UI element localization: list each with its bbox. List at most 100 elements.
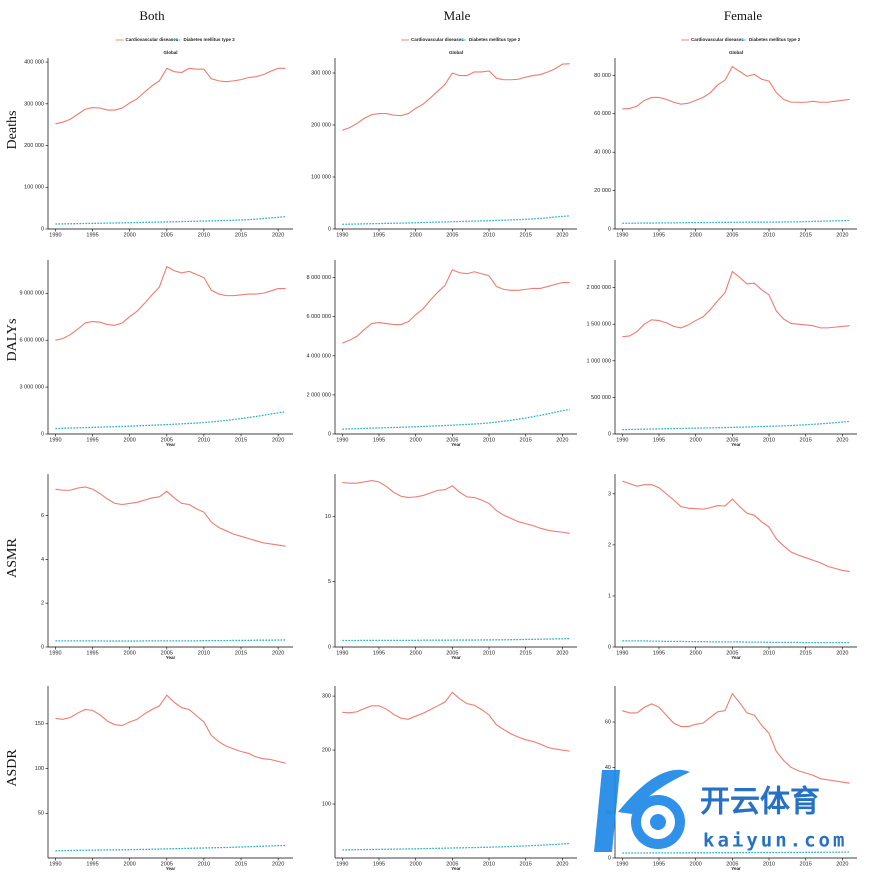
y-tick-label: 200 000 <box>24 143 44 149</box>
x-tick-label: 2010 <box>483 650 495 656</box>
x-tick-label: 1990 <box>49 232 61 238</box>
y-tick-label: 80 000 <box>594 73 611 79</box>
x-axis-label: Year <box>731 442 741 447</box>
y-tick-label: 0 <box>608 855 611 861</box>
y-tick-label: 2 000 000 <box>587 285 611 291</box>
x-tick-label: 1995 <box>86 861 98 867</box>
y-tick-label: 2 <box>41 601 44 607</box>
y-tick-label: 60 000 <box>594 111 611 117</box>
x-tick-label: 1990 <box>616 861 628 867</box>
legend-label: Diabetes mellitus type 2 <box>469 37 521 42</box>
x-tick-label: 1995 <box>86 232 98 238</box>
series-line <box>55 265 286 341</box>
y-tick-label: 200 000 <box>311 122 331 128</box>
x-tick-label: 1990 <box>49 650 61 656</box>
x-tick-label: 2005 <box>161 437 173 443</box>
x-tick-label: 2005 <box>726 650 738 656</box>
y-tick-label: 6 000 000 <box>20 338 44 344</box>
x-tick-label: 2000 <box>690 437 702 443</box>
x-tick-label: 1995 <box>86 437 98 443</box>
legend-label: Cardiovascular diseases <box>126 37 179 42</box>
x-tick-label: 2010 <box>763 437 775 443</box>
x-tick-label: 1995 <box>653 861 665 867</box>
x-tick-label: 1995 <box>653 650 665 656</box>
y-tick-label: 0 <box>608 644 611 650</box>
x-tick-label: 2010 <box>198 437 210 443</box>
x-tick-label: 2010 <box>483 861 495 867</box>
subtitle: Global <box>729 50 743 55</box>
x-tick-label: 2015 <box>520 861 532 867</box>
series-line <box>622 692 850 784</box>
series-line <box>55 67 286 125</box>
y-tick-label: 1 <box>608 593 611 599</box>
x-tick-label: 2005 <box>446 232 458 238</box>
x-tick-label: 2010 <box>198 232 210 238</box>
series-line <box>622 65 850 110</box>
x-tick-label: 2000 <box>690 861 702 867</box>
series-line <box>622 270 850 338</box>
subtitle: Global <box>449 50 463 55</box>
x-tick-label: 2010 <box>198 650 210 656</box>
y-tick-label: 100 000 <box>24 185 44 191</box>
y-tick-label: 300 000 <box>311 70 331 76</box>
x-tick-label: 2015 <box>520 437 532 443</box>
x-tick-label: 2020 <box>272 861 284 867</box>
x-tick-label: 2020 <box>556 437 568 443</box>
x-tick-label: 2020 <box>556 232 568 238</box>
y-tick-label: 10 <box>325 514 331 520</box>
series-line <box>55 844 286 852</box>
y-tick-label: 0 <box>41 431 44 437</box>
x-axis-label: Year <box>166 442 176 447</box>
y-tick-label: 100 <box>35 766 44 772</box>
x-tick-label: 2000 <box>124 861 136 867</box>
y-tick-label: 60 <box>605 719 611 725</box>
y-tick-label: 40 000 <box>594 150 611 156</box>
x-tick-label: 2020 <box>272 232 284 238</box>
y-tick-label: 400 000 <box>24 60 44 66</box>
x-tick-label: 2005 <box>161 650 173 656</box>
x-tick-label: 2015 <box>520 650 532 656</box>
x-tick-label: 2005 <box>446 650 458 656</box>
x-tick-label: 1995 <box>373 437 385 443</box>
x-tick-label: 2020 <box>836 437 848 443</box>
row-label: ASDR <box>5 749 20 787</box>
x-tick-label: 2005 <box>161 861 173 867</box>
y-tick-label: 6 <box>41 513 44 519</box>
series-line <box>342 691 570 752</box>
y-tick-label: 100 000 <box>311 174 331 180</box>
x-tick-label: 2005 <box>726 861 738 867</box>
y-tick-label: 300 <box>322 694 331 700</box>
y-tick-label: 0 <box>608 226 611 232</box>
x-tick-label: 2000 <box>410 437 422 443</box>
x-tick-label: 1995 <box>86 650 98 656</box>
y-tick-label: 300 000 <box>24 101 44 107</box>
series-line <box>342 215 570 225</box>
x-tick-label: 1990 <box>49 861 61 867</box>
y-tick-label: 100 <box>322 801 331 807</box>
x-tick-label: 2005 <box>726 232 738 238</box>
y-tick-label: 5 <box>328 579 331 585</box>
x-axis-label: Year <box>451 655 461 660</box>
x-tick-label: 1995 <box>653 437 665 443</box>
x-tick-label: 2010 <box>198 861 210 867</box>
series-line <box>622 480 850 572</box>
x-tick-label: 2020 <box>556 650 568 656</box>
x-tick-label: 1995 <box>373 232 385 238</box>
subtitle: Global <box>163 50 177 55</box>
x-tick-label: 2015 <box>800 861 812 867</box>
series-line <box>622 219 850 224</box>
x-tick-label: 1995 <box>373 650 385 656</box>
column-header: Female <box>724 8 762 23</box>
y-tick-label: 0 <box>328 431 331 437</box>
x-tick-label: 1995 <box>653 232 665 238</box>
x-axis-label: Year <box>451 866 461 871</box>
series-line <box>342 842 570 851</box>
x-tick-label: 2000 <box>124 437 136 443</box>
x-tick-label: 2020 <box>836 861 848 867</box>
y-tick-label: 20 000 <box>594 188 611 194</box>
row-label: ASMR <box>5 537 20 577</box>
x-tick-label: 1990 <box>336 437 348 443</box>
legend-label: Diabetes mellitus type 2 <box>184 37 236 42</box>
logo-ball <box>650 814 666 830</box>
x-tick-label: 2015 <box>235 232 247 238</box>
